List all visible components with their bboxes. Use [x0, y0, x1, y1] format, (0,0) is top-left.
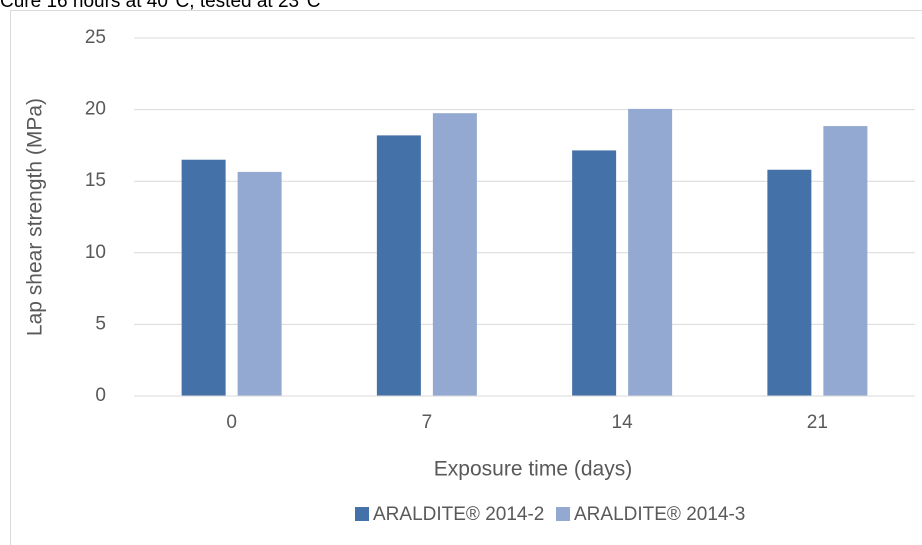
y-tick-label: 10 [85, 242, 106, 263]
bar [181, 159, 226, 396]
chart-border [10, 10, 922, 545]
y-tick-label: 20 [85, 99, 106, 120]
bar [572, 150, 617, 396]
x-axis-label: Exposure time (days) [434, 458, 632, 481]
x-tick-label: 0 [226, 412, 237, 433]
y-tick-label: 5 [95, 313, 106, 334]
bar [628, 108, 673, 396]
y-tick-label: 15 [85, 170, 106, 191]
y-axis-label: Lap shear strength (MPa) [24, 98, 47, 336]
legend-label: ARALDITE® 2014-3 [574, 504, 745, 525]
y-tick-label: 25 [85, 27, 106, 48]
y-tick-label: 0 [95, 385, 106, 406]
bar [376, 135, 421, 396]
legend-label: ARALDITE® 2014-2 [373, 504, 544, 525]
bar [237, 171, 282, 396]
x-tick-label: 14 [612, 412, 634, 433]
x-tick-label: 21 [807, 412, 828, 433]
bar [767, 169, 812, 396]
legend-swatch [556, 507, 570, 521]
x-tick-label: 7 [422, 412, 433, 433]
bar [823, 126, 868, 397]
legend-swatch [355, 507, 369, 521]
chart-title: Cure 16 hours at 40°C, tested at 23°C [0, 0, 320, 12]
bar [432, 113, 477, 397]
